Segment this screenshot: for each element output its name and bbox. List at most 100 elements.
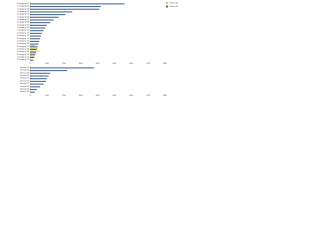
- bar: [30, 16, 59, 18]
- y-tick-label: Category 21: [17, 56, 30, 59]
- y-tick-label: Group 03: [20, 71, 30, 74]
- y-tick-label: Category 07: [17, 18, 30, 21]
- bar: [30, 10, 31, 12]
- bar: [30, 53, 37, 55]
- y-tick-label: Category 05: [17, 13, 30, 16]
- x-tick-label: 400: [96, 95, 100, 97]
- legend-swatch: [166, 2, 168, 4]
- x-tick-label: 700: [146, 95, 150, 97]
- bar: [30, 30, 44, 32]
- bar: [30, 50, 40, 52]
- bar: [30, 32, 42, 34]
- x-tick-label: 0: [29, 95, 31, 97]
- bar: [30, 88, 37, 91]
- y-tick-label: Category 03: [17, 7, 30, 10]
- bar: [30, 70, 68, 72]
- bar: [30, 68, 31, 71]
- y-tick-label: Group 10: [20, 90, 30, 93]
- bar: [30, 46, 38, 48]
- legend-label: Series B: [170, 5, 179, 8]
- bar: [30, 43, 39, 45]
- y-tick-label: Category 10: [17, 26, 30, 29]
- bar: [30, 54, 36, 56]
- bar: [30, 83, 44, 85]
- bar: [30, 75, 49, 77]
- bar: [30, 11, 73, 13]
- bar: [30, 22, 51, 24]
- x-tick-label: 300: [79, 63, 83, 65]
- legend-swatch: [166, 5, 168, 8]
- bar: [30, 67, 95, 69]
- y-tick-label: Category 20: [17, 53, 30, 56]
- bar: [30, 15, 31, 17]
- x-tick-label: 800: [163, 63, 167, 65]
- y-tick-label: Group 07: [20, 82, 30, 85]
- x-tick-label: 100: [45, 63, 49, 65]
- bar: [30, 72, 51, 74]
- x-tick-label: 500: [113, 63, 117, 65]
- y-tick-label: Category 02: [17, 5, 30, 8]
- x-tick-label: 700: [146, 63, 150, 65]
- x-tick-label: 800: [163, 95, 167, 97]
- y-tick-label: Group 01: [20, 66, 30, 69]
- bar: [30, 14, 66, 16]
- x-tick-label: 600: [129, 95, 133, 97]
- bar: [30, 66, 31, 68]
- y-tick-label: Group 04: [20, 74, 30, 77]
- y-tick-label: Group 05: [20, 77, 30, 80]
- y-tick-label: Category 15: [17, 39, 30, 42]
- y-tick-label: Category 01: [17, 2, 30, 5]
- y-tick-label: Category 09: [17, 23, 30, 26]
- bar: [30, 91, 36, 93]
- y-tick-label: Group 09: [20, 88, 30, 91]
- bar: [30, 12, 31, 15]
- y-tick-label: Category 17: [17, 45, 30, 48]
- y-tick-label: Category 19: [17, 50, 30, 53]
- x-tick-label: 500: [113, 95, 117, 97]
- y-tick-label: Category 13: [17, 34, 30, 37]
- bar: [30, 48, 37, 51]
- bar: [30, 74, 31, 76]
- bar: [30, 4, 31, 7]
- x-tick-label: 100: [45, 95, 49, 97]
- bar: [30, 86, 41, 88]
- bar: [30, 45, 36, 47]
- x-tick-label: 300: [79, 95, 83, 97]
- y-tick-label: Category 16: [17, 42, 30, 45]
- bar: [30, 59, 34, 61]
- y-tick-label: Category 22: [17, 58, 30, 61]
- y-tick-label: Group 02: [20, 69, 30, 72]
- legend-label: Series A: [170, 2, 179, 5]
- bar: [30, 58, 31, 60]
- y-tick-label: Category 12: [17, 31, 30, 34]
- x-tick-label: 600: [129, 63, 133, 65]
- bar: [30, 40, 40, 42]
- x-tick-label: 200: [62, 95, 66, 97]
- bar: [30, 7, 31, 9]
- bar: [30, 3, 125, 5]
- bar: [30, 55, 35, 57]
- x-tick-label: 200: [62, 63, 66, 65]
- y-tick-label: Category 18: [17, 48, 30, 51]
- bar: [30, 2, 31, 4]
- y-tick-label: Category 08: [17, 21, 30, 24]
- bar: [30, 19, 54, 21]
- bar: [30, 35, 41, 37]
- y-tick-label: Group 06: [20, 79, 30, 82]
- y-tick-label: Category 04: [17, 10, 30, 13]
- bar: [30, 71, 31, 73]
- y-tick-label: Category 11: [17, 29, 30, 32]
- bar: [30, 27, 46, 29]
- bar: [30, 51, 36, 53]
- bar: [30, 24, 47, 26]
- bar: [30, 78, 47, 80]
- bar: [30, 80, 47, 82]
- bar: [30, 8, 100, 10]
- bar: [30, 6, 101, 8]
- y-tick-label: Category 06: [17, 15, 30, 18]
- y-tick-label: Category 14: [17, 37, 30, 40]
- bar: [30, 47, 38, 49]
- x-tick-label: 0: [29, 63, 31, 65]
- bar: [30, 38, 41, 40]
